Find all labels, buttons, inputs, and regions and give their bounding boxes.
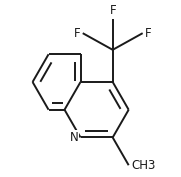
Text: F: F xyxy=(145,27,151,40)
Text: F: F xyxy=(109,4,116,16)
Text: F: F xyxy=(74,27,81,40)
Text: CH3: CH3 xyxy=(131,159,155,172)
Text: N: N xyxy=(70,131,78,144)
